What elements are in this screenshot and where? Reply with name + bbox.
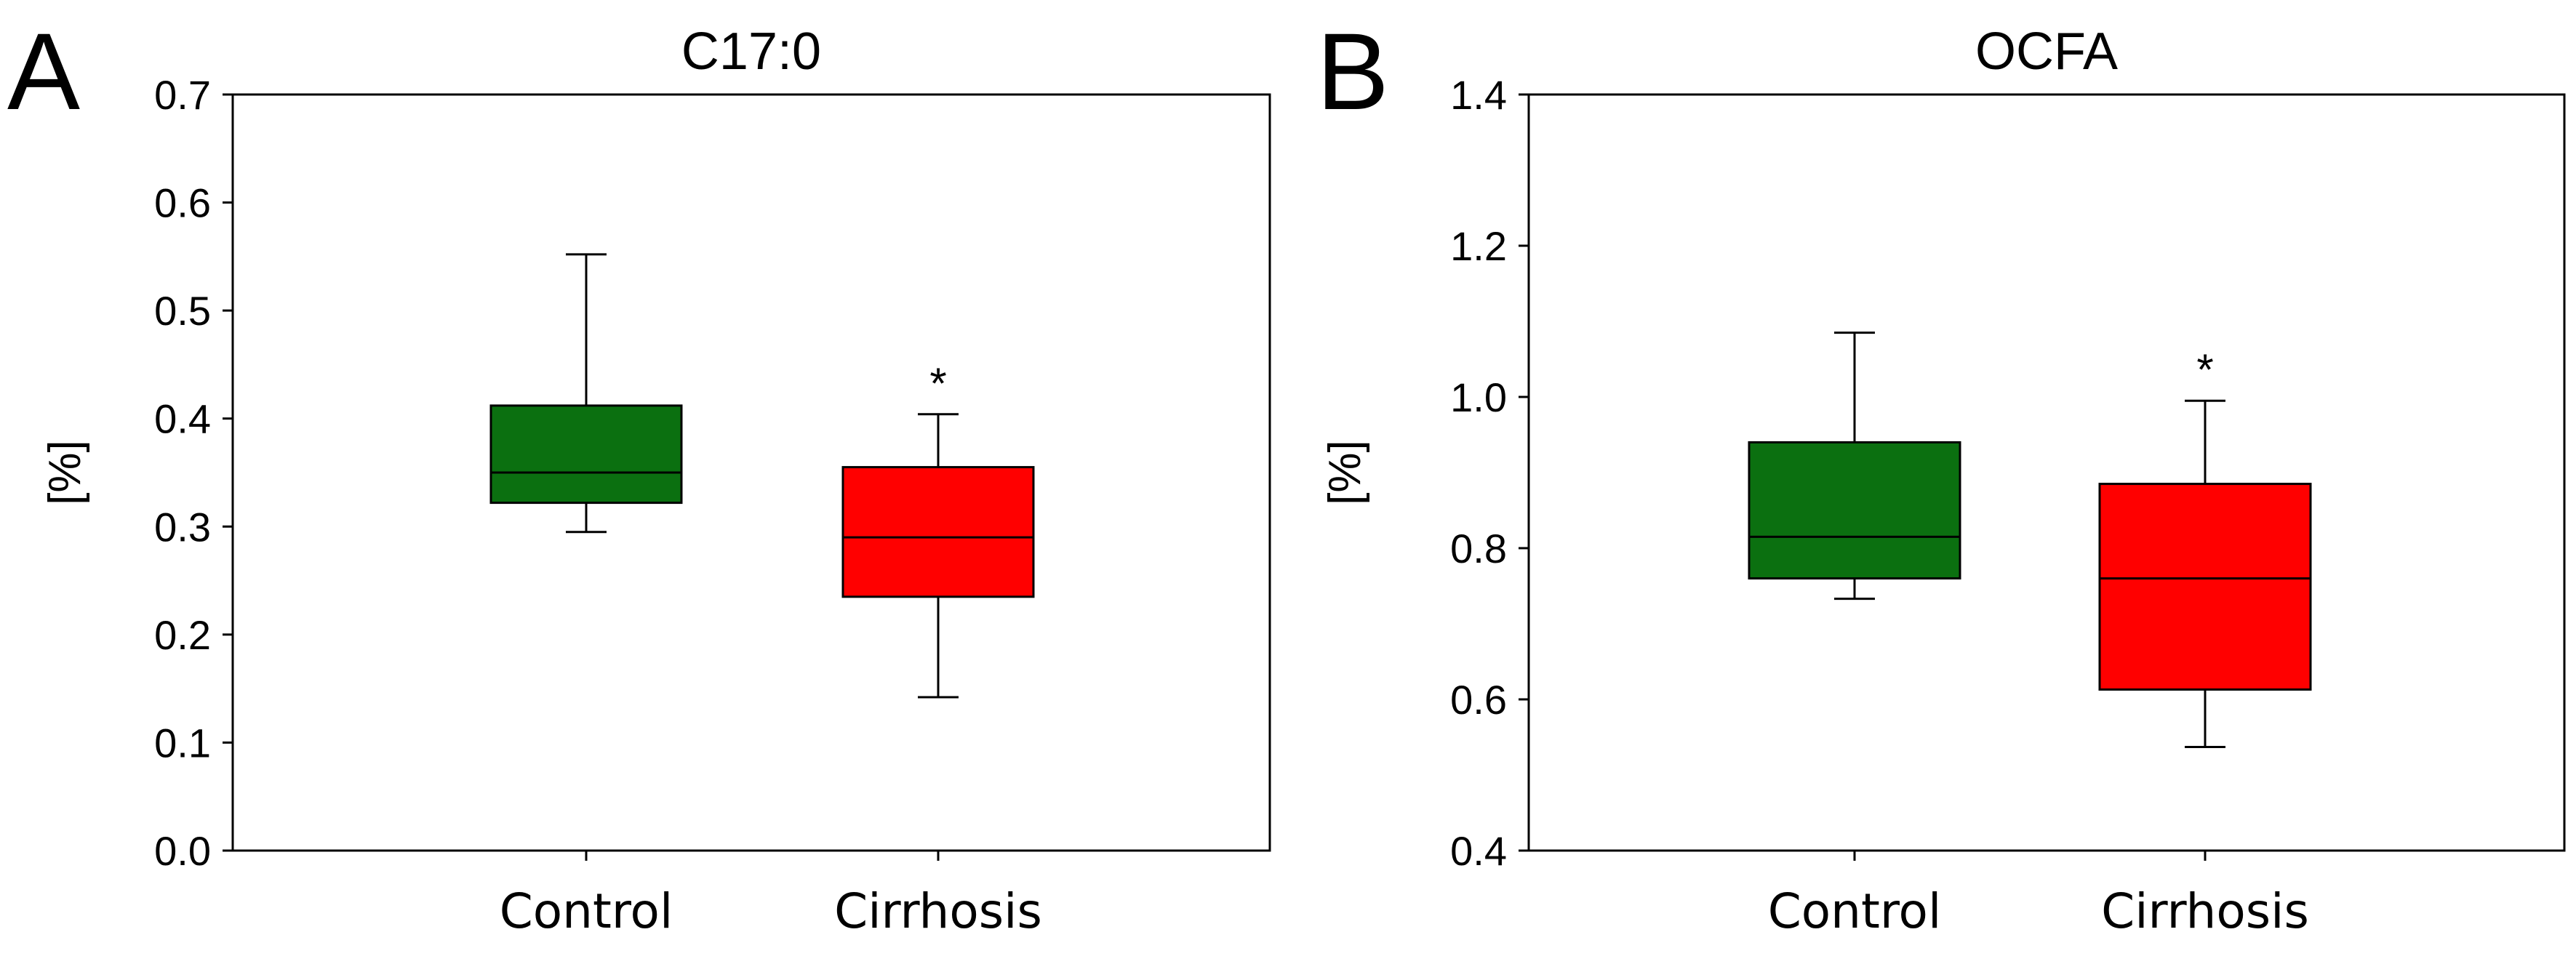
panel-a-ylabel: [%]: [40, 440, 90, 505]
panel-a-ytick-label-3: 0.3: [154, 504, 211, 550]
panel-a-ytick-label-5: 0.5: [154, 288, 211, 334]
panel-b-ytick-label-5: 1.4: [1450, 72, 1507, 118]
panel-a-letter: A: [7, 10, 80, 132]
panel-a-control-category-label: Control: [500, 883, 673, 939]
panel-a-ytick-label-4: 0.4: [154, 396, 211, 442]
panel-a-ytick-label-2: 0.2: [154, 612, 211, 658]
panel-b-cirrhosis-category-label: Cirrhosis: [2101, 883, 2309, 939]
panel-a-title: C17:0: [681, 23, 821, 81]
panel-b-ytick-label-1: 0.6: [1450, 677, 1507, 723]
panel-b-ytick-label-3: 1.0: [1450, 374, 1507, 420]
panel-a-ytick-label-7: 0.7: [154, 72, 211, 118]
panel-a-cirrhosis-box: [841, 466, 1035, 598]
panel-b-control-box: [1748, 441, 1961, 580]
panel-a-ytick-label-0: 0.0: [154, 828, 211, 874]
panel-a-ytick-label-1: 0.1: [154, 720, 211, 766]
panel-b-plot-frame: [1527, 93, 2566, 852]
panel-b-title: OCFA: [1975, 23, 2118, 81]
panel-b-ylabel: [%]: [1320, 440, 1370, 505]
panel-a-control-box: [489, 404, 683, 505]
panel-b-control-category-label: Control: [1768, 883, 1942, 939]
panel-b-letter: B: [1316, 10, 1389, 132]
panel-b-ytick-label-2: 0.8: [1450, 526, 1507, 571]
panel-a-cirrhosis-significance-mark: *: [929, 359, 946, 408]
panel-b-cirrhosis-significance-mark: *: [2196, 345, 2213, 394]
panel-a-plot-frame: [231, 93, 1271, 852]
panel-b-ytick-label-0: 0.4: [1450, 828, 1507, 874]
panel-a-ytick-label-6: 0.6: [154, 180, 211, 226]
panel-b-ytick-label-4: 1.2: [1450, 223, 1507, 269]
panel-a-cirrhosis-category-label: Cirrhosis: [834, 883, 1042, 939]
panel-b-cirrhosis-box: [2098, 483, 2312, 691]
